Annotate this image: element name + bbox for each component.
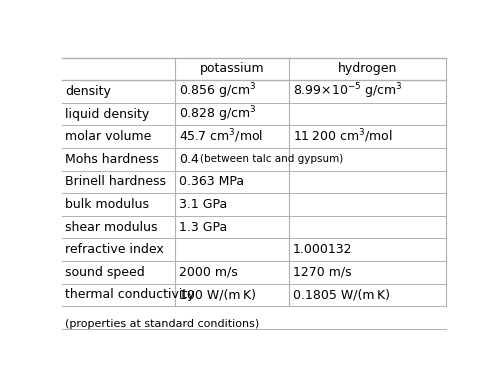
Text: shear modulus: shear modulus — [65, 220, 158, 233]
Text: molar volume: molar volume — [65, 130, 151, 143]
Text: hydrogen: hydrogen — [338, 62, 397, 75]
Text: density: density — [65, 85, 111, 98]
Text: 1.000132: 1.000132 — [293, 243, 352, 256]
Text: thermal conductivity: thermal conductivity — [65, 288, 195, 301]
Text: Brinell hardness: Brinell hardness — [65, 175, 166, 188]
Text: Mohs hardness: Mohs hardness — [65, 153, 159, 166]
Text: bulk modulus: bulk modulus — [65, 198, 149, 211]
Text: 11 200 cm$^3$/mol: 11 200 cm$^3$/mol — [293, 128, 392, 146]
Text: 0.828 g/cm$^3$: 0.828 g/cm$^3$ — [179, 104, 257, 124]
Text: 0.856 g/cm$^3$: 0.856 g/cm$^3$ — [179, 82, 257, 101]
Text: 45.7 cm$^3$/mol: 45.7 cm$^3$/mol — [179, 128, 263, 146]
Text: 100 W/(m K): 100 W/(m K) — [179, 288, 256, 301]
Text: 0.363 MPa: 0.363 MPa — [179, 175, 245, 188]
Text: (between talc and gypsum): (between talc and gypsum) — [200, 154, 344, 164]
Text: 1.3 GPa: 1.3 GPa — [179, 220, 228, 233]
Text: 2000 m/s: 2000 m/s — [179, 266, 238, 279]
Text: (properties at standard conditions): (properties at standard conditions) — [65, 319, 259, 329]
Text: potassium: potassium — [199, 62, 264, 75]
Text: 3.1 GPa: 3.1 GPa — [179, 198, 228, 211]
Text: 0.1805 W/(m K): 0.1805 W/(m K) — [293, 288, 390, 301]
Text: liquid density: liquid density — [65, 108, 149, 121]
Text: 1270 m/s: 1270 m/s — [293, 266, 351, 279]
Text: 8.99×10$^{-5}$ g/cm$^3$: 8.99×10$^{-5}$ g/cm$^3$ — [293, 82, 402, 101]
Text: 0.4: 0.4 — [179, 153, 199, 166]
Text: refractive index: refractive index — [65, 243, 164, 256]
Text: sound speed: sound speed — [65, 266, 145, 279]
